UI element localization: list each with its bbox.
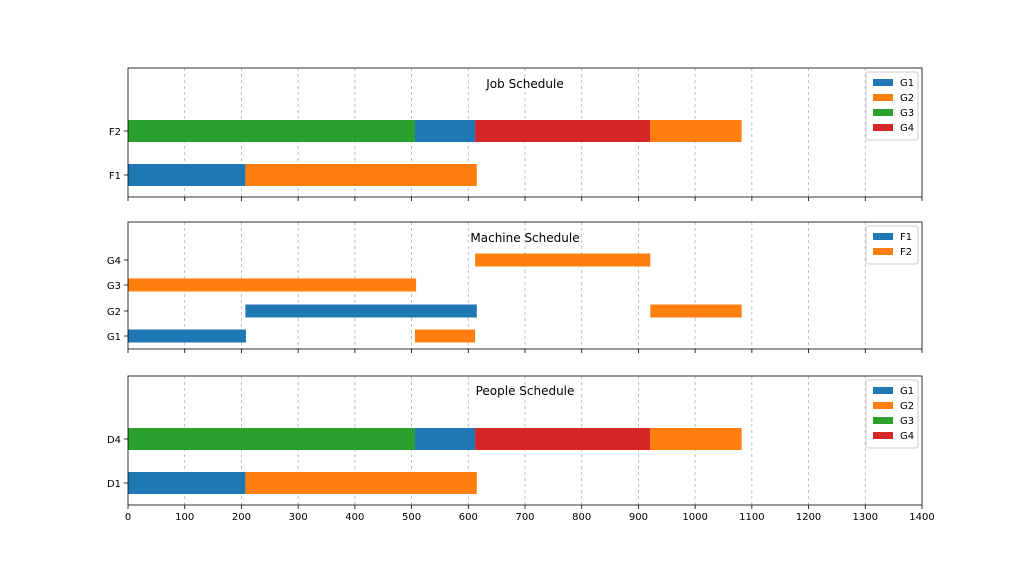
x-tick-label: 1000	[682, 512, 707, 523]
bar-G1-F2	[414, 329, 476, 343]
legend-swatch-G4	[873, 124, 893, 131]
bar-D1-G2	[245, 472, 477, 494]
bar-F1-G1	[128, 164, 246, 186]
legend-label-G3: G3	[900, 416, 914, 427]
bar-F2-G2	[650, 120, 742, 142]
bar-D4-G2	[650, 428, 742, 450]
legend-label-G2: G2	[900, 401, 914, 412]
legend-swatch-F1	[873, 233, 893, 240]
legend-label-G3: G3	[900, 108, 914, 119]
bar-F2-G3	[128, 120, 415, 142]
x-tick-label: 500	[402, 512, 421, 523]
legend-label-G2: G2	[900, 93, 914, 104]
legend-swatch-G1	[873, 387, 893, 394]
y-tick-label: G2	[107, 307, 121, 318]
legend-swatch-G3	[873, 109, 893, 116]
legend-swatch-G4	[873, 432, 893, 439]
bar-D4-G3	[128, 428, 415, 450]
legend-box	[865, 71, 919, 141]
legend-swatch-G1	[873, 79, 893, 86]
legend: G1 G2 G3 G4	[865, 379, 919, 449]
y-tick-label: G3	[107, 281, 121, 292]
legend-swatch-G2	[873, 402, 893, 409]
bar-F2-G4	[475, 120, 651, 142]
bar-G1-F1	[128, 329, 246, 343]
y-tick-label: G4	[107, 256, 121, 267]
panel-job-schedule: F1 F2 Job Schedule G1 G2 G3 G4	[109, 67, 923, 201]
x-tick-label: 0	[125, 512, 131, 523]
y-tick-label: D4	[107, 435, 121, 446]
legend-swatch-F2	[873, 248, 893, 255]
legend-swatch-G3	[873, 417, 893, 424]
legend: G1 G2 G3 G4	[865, 71, 919, 141]
chart-title: People Schedule	[476, 384, 575, 398]
x-tick-label: 900	[629, 512, 648, 523]
x-tick-label: 200	[232, 512, 251, 523]
x-tick-label: 400	[345, 512, 364, 523]
x-tick-label: 1100	[739, 512, 764, 523]
x-tick-label: 1300	[853, 512, 878, 523]
x-tick-label: 800	[572, 512, 591, 523]
bar-G4-F2	[475, 253, 651, 267]
y-tick-label: F2	[109, 127, 121, 138]
legend-label-G4: G4	[900, 431, 914, 442]
bar-G2-F1	[245, 304, 477, 318]
legend-label-G1: G1	[900, 78, 914, 89]
x-tick-label: 600	[459, 512, 478, 523]
y-tick-label: D1	[107, 479, 121, 490]
legend-box	[865, 379, 919, 449]
x-tick-label: 1200	[796, 512, 821, 523]
bar-F1-G2	[245, 164, 477, 186]
y-tick-label: F1	[109, 171, 121, 182]
bar-D4-G1	[414, 428, 476, 450]
bar-G3-F2	[128, 278, 417, 292]
chart-title: Job Schedule	[485, 77, 563, 91]
chart-title: Machine Schedule	[470, 231, 579, 245]
bar-G2-F2	[650, 304, 742, 318]
x-tick-label: 300	[289, 512, 308, 523]
legend-label-G1: G1	[900, 386, 914, 397]
x-tick-label: 100	[175, 512, 194, 523]
legend-swatch-G2	[873, 94, 893, 101]
bar-D1-G1	[128, 472, 246, 494]
x-tick-label: 1400	[909, 512, 934, 523]
legend-label-F2: F2	[900, 247, 912, 258]
legend-label-F1: F1	[900, 232, 912, 243]
x-tick-label: 700	[515, 512, 534, 523]
bar-F2-G1	[414, 120, 476, 142]
legend-label-G4: G4	[900, 123, 914, 134]
panel-people-schedule: 0 100 200 300 400 500 600 700 800 900 1000 1100 1200…	[107, 375, 935, 523]
y-tick-label: G1	[107, 332, 121, 343]
bar-D4-G4	[475, 428, 651, 450]
